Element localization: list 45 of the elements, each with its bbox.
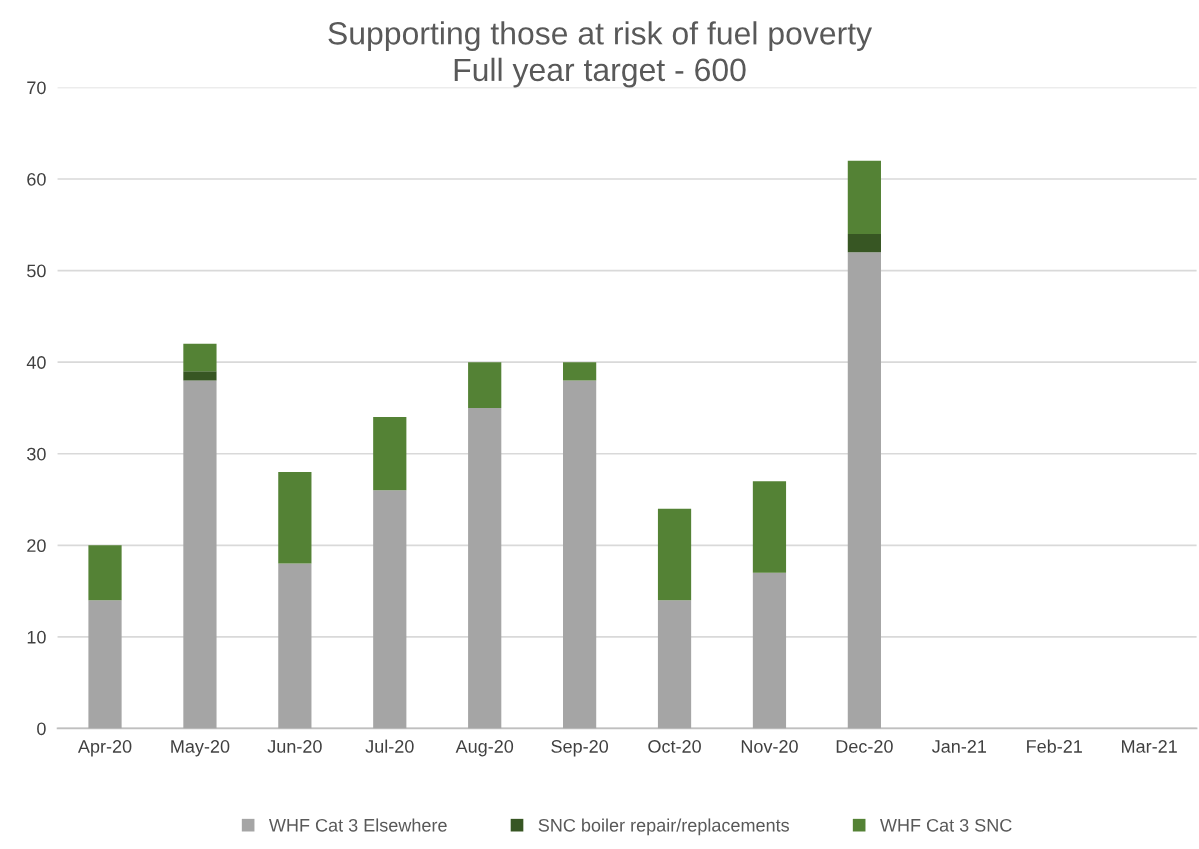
x-tick-label: Jul-20 bbox=[365, 739, 414, 753]
bar bbox=[847, 160, 881, 234]
legend-label: WHF Cat 3 Elsewhere bbox=[268, 818, 447, 832]
x-tick-label: Aug-20 bbox=[455, 740, 514, 757]
y-tick-label: 40 bbox=[26, 356, 46, 369]
bar bbox=[373, 417, 407, 491]
x-tick-label: Jun-20 bbox=[267, 740, 322, 753]
x-tick-label: Apr-20 bbox=[77, 740, 132, 757]
bar bbox=[373, 490, 407, 729]
bar bbox=[468, 407, 502, 729]
y-tick-label: 20 bbox=[27, 539, 46, 553]
bar bbox=[468, 362, 502, 408]
bar bbox=[88, 600, 122, 729]
bar bbox=[278, 472, 312, 564]
x-tick-label: Dec-20 bbox=[836, 740, 893, 753]
legend-label: SNC boiler repair/replacements bbox=[538, 818, 789, 836]
bar bbox=[88, 545, 122, 601]
legend-label: WHF Cat 3 SNC bbox=[879, 818, 1012, 832]
y-tick-label: 10 bbox=[27, 630, 46, 644]
bar bbox=[657, 600, 692, 729]
bar bbox=[752, 572, 787, 729]
x-tick-label: Oct-20 bbox=[648, 740, 701, 753]
bar bbox=[183, 343, 217, 372]
bar bbox=[183, 371, 217, 381]
bar bbox=[847, 233, 881, 253]
bar bbox=[847, 252, 881, 729]
bar bbox=[563, 380, 597, 729]
x-tick-label: Sep-20 bbox=[551, 740, 609, 757]
x-tick-label: Nov-20 bbox=[741, 740, 798, 753]
bar bbox=[657, 508, 692, 601]
chart-subtitle: Full year target - 600 bbox=[454, 57, 746, 88]
y-tick-label: 60 bbox=[27, 172, 46, 186]
bar bbox=[563, 362, 597, 381]
y-tick-label: 70 bbox=[27, 81, 46, 95]
chart-title: Supporting those at risk of fuel poverty bbox=[328, 21, 873, 51]
y-tick-label: 50 bbox=[27, 264, 46, 278]
bar bbox=[752, 481, 787, 573]
y-tick-label: 30 bbox=[27, 447, 46, 461]
y-tick-label: 0 bbox=[37, 722, 46, 736]
x-tick-label: Jan-21 bbox=[931, 740, 987, 753]
bar bbox=[183, 380, 217, 729]
bar bbox=[278, 563, 312, 729]
x-tick-label: May-20 bbox=[171, 740, 230, 757]
x-tick-label: Mar-21 bbox=[1122, 740, 1177, 753]
x-tick-label: Feb-21 bbox=[1027, 739, 1082, 753]
